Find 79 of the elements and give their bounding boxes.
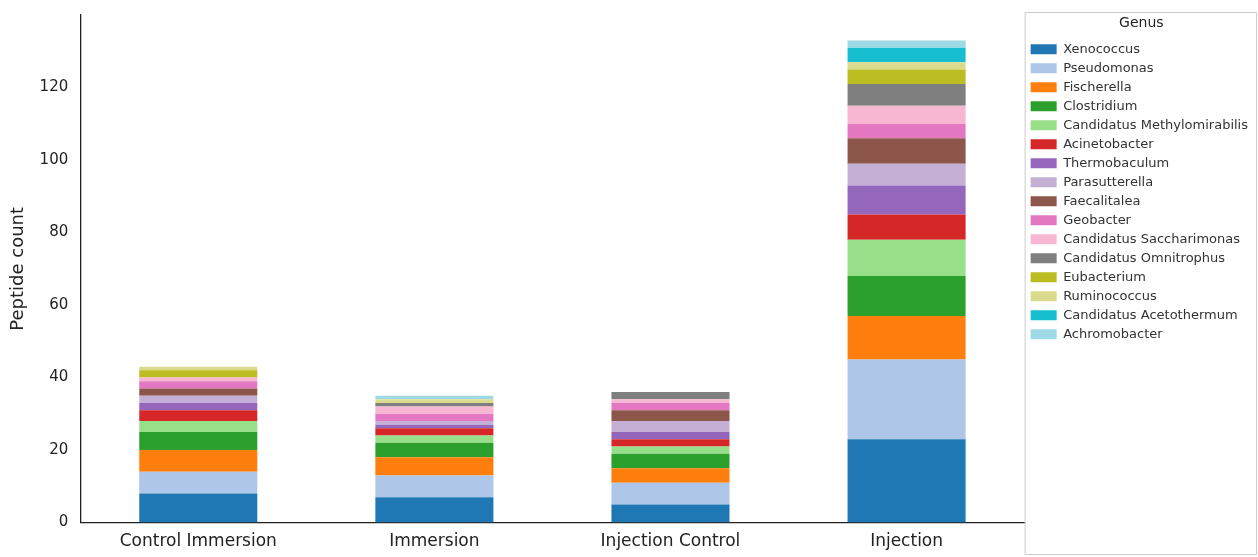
y-tick-label: 40 [49,367,69,386]
bar [139,471,258,494]
bar [375,402,494,407]
y-tick-label: 20 [49,439,69,458]
bar [139,410,258,422]
bar [611,402,730,411]
bar [375,435,494,443]
legend-label: Candidatus Methylomirabilis [1063,116,1249,132]
x-tick-label: Control Immersion [119,530,277,551]
bar [611,392,730,400]
bar [847,185,966,215]
y-axis-title: Peptide count [6,206,28,331]
bar [139,381,258,389]
legend-label: Acinetobacter [1063,135,1155,151]
legend-label: Clostridium [1063,97,1138,113]
legend-label: Candidatus Acetothermum [1063,306,1238,322]
x-tick-label: Injection Control [600,530,741,551]
bar [847,62,966,70]
bar [611,468,730,483]
legend-label: Parasutterella [1063,173,1154,189]
bar [375,457,494,476]
x-tick-label: Injection [870,530,944,551]
bar [847,239,966,277]
bar [611,482,730,505]
legend-label: Geobacter [1063,211,1132,227]
bar [847,123,966,139]
legend-label: Ruminococcus [1063,287,1157,303]
legend-label: Achromobacter [1063,325,1164,341]
bar [375,421,494,425]
bar [375,399,494,403]
legend-title: Genus [1119,13,1164,30]
legend-label: Xenococcus [1063,40,1141,56]
legend-label: Faecalitalea [1063,192,1141,208]
bar [847,359,966,440]
bar [611,431,730,440]
bar [611,421,730,432]
bar [611,446,730,454]
bar [847,138,966,164]
bar [375,442,494,458]
bar [375,475,494,498]
legend-label: Eubacterium [1063,268,1146,284]
y-tick-label: 60 [49,294,69,313]
bar [139,388,258,396]
bar [847,105,966,124]
bar [139,431,258,451]
bar [375,413,494,422]
bar [139,421,258,432]
bar [847,83,966,106]
bar [611,410,730,422]
y-tick-label: 120 [39,77,69,96]
y-tick-label: 100 [39,149,69,168]
x-tick-label: Immersion [389,530,480,551]
bar [847,47,966,63]
bar [139,493,258,523]
bar [847,439,966,523]
bar [847,214,966,240]
bar [611,399,730,403]
bar [611,439,730,447]
bar [139,450,258,472]
bar [847,315,966,360]
bar [139,370,258,378]
y-tick-label: 0 [58,512,69,531]
bar [375,497,494,523]
bar [847,276,966,316]
bar [611,504,730,523]
legend-label: Candidatus Saccharimonas [1063,230,1241,246]
legend-label: Candidatus Omnitrophus [1063,249,1226,265]
legend-label: Fischerella [1063,78,1132,94]
bar [847,163,966,186]
bar [139,395,258,403]
legend-label: Pseudomonas [1063,59,1154,75]
legend-label: Thermobaculum [1062,154,1170,170]
bar [139,402,258,411]
bar [375,428,494,436]
bar [375,406,494,414]
bar [847,40,966,48]
bar [611,453,730,469]
bar [847,69,966,84]
y-tick-label: 80 [49,222,69,241]
